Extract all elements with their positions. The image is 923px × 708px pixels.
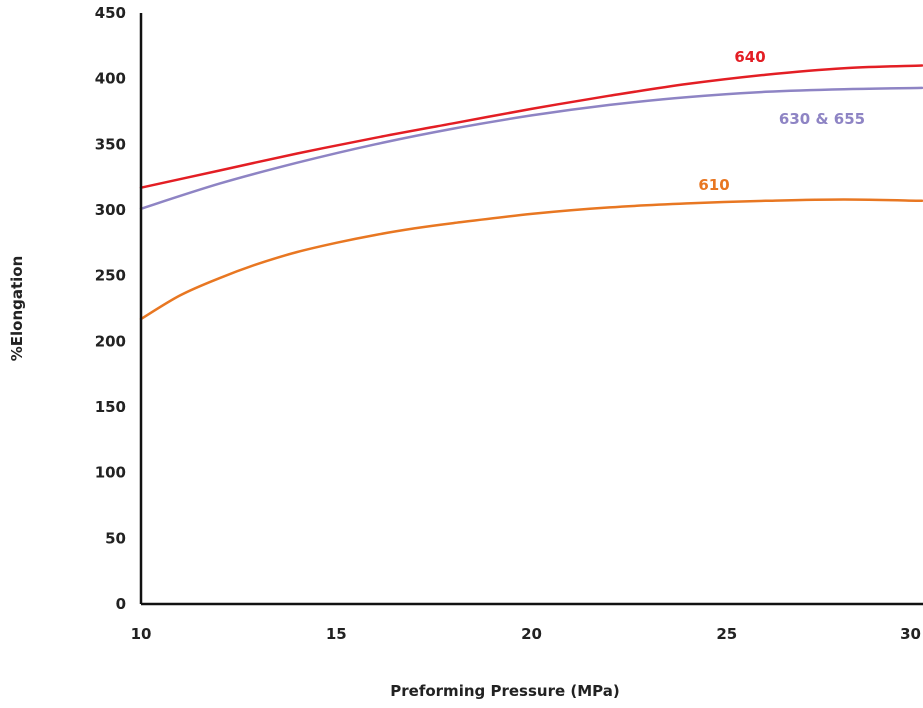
series-label-1: 630 & 655	[779, 110, 865, 128]
y-tick-label: 200	[95, 332, 126, 350]
x-tick-label: 30	[900, 625, 921, 643]
series-label-0: 640	[734, 48, 765, 66]
y-tick-label: 400	[95, 70, 126, 88]
x-tick-label: 20	[521, 625, 542, 643]
series-lines	[139, 64, 923, 321]
x-tick-label: 15	[326, 625, 347, 643]
y-axis-title: %Elongation	[8, 256, 26, 362]
y-tick-label: 0	[116, 595, 126, 613]
y-tick-label: 250	[95, 267, 126, 285]
y-tick-label: 150	[95, 398, 126, 416]
x-axis-ticks: 10 15 20 25 30	[131, 625, 921, 643]
y-axis-ticks: 0 50 100 150 200 250 300 350 400 450	[95, 4, 126, 613]
y-tick-label: 50	[105, 529, 126, 547]
series-line-2	[139, 198, 923, 321]
series-label-2: 610	[698, 176, 729, 194]
y-tick-label: 350	[95, 135, 126, 153]
series-labels: 640 630 & 655 610	[698, 48, 865, 194]
series-line-1	[139, 86, 923, 210]
y-tick-label: 100	[95, 464, 126, 482]
series-line-0	[139, 64, 923, 189]
x-tick-label: 25	[716, 625, 737, 643]
y-tick-label: 450	[95, 4, 126, 22]
y-tick-label: 300	[95, 201, 126, 219]
x-axis-title: Preforming Pressure (MPa)	[390, 682, 619, 700]
x-tick-label: 10	[131, 625, 152, 643]
